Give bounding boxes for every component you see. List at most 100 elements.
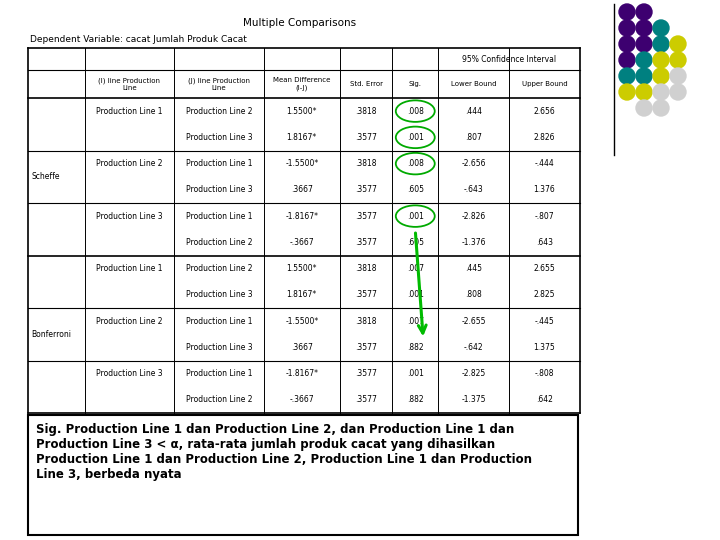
Text: Production Line 1: Production Line 1 [186,369,252,378]
Text: .3577: .3577 [355,369,377,378]
Text: -2.825: -2.825 [462,369,486,378]
Text: .643: .643 [536,238,553,247]
Text: (I) line Production
Line: (I) line Production Line [99,77,161,91]
Circle shape [636,52,652,68]
Circle shape [636,36,652,52]
Text: .001: .001 [407,369,423,378]
Circle shape [653,100,669,116]
Text: .3818: .3818 [356,159,377,168]
Text: Production Line 2: Production Line 2 [186,264,252,273]
Text: Sig.: Sig. [409,81,422,87]
Circle shape [653,68,669,84]
Circle shape [653,36,669,52]
Circle shape [636,4,652,20]
Text: -.444: -.444 [535,159,554,168]
Circle shape [670,68,686,84]
Text: 2.826: 2.826 [534,133,555,142]
Text: .001: .001 [407,212,423,221]
Text: -2.655: -2.655 [462,316,486,326]
Text: Std. Error: Std. Error [350,81,383,87]
Circle shape [653,20,669,36]
Text: .3577: .3577 [355,343,377,352]
Text: Scheffe: Scheffe [31,172,60,181]
Text: -.643: -.643 [464,185,484,194]
Text: .001: .001 [407,133,423,142]
Text: .008: .008 [407,159,423,168]
Text: Multiple Comparisons: Multiple Comparisons [243,18,356,28]
Text: Production Line 2: Production Line 2 [186,106,252,116]
Circle shape [670,36,686,52]
Text: -2.656: -2.656 [462,159,486,168]
Text: .3818: .3818 [356,106,377,116]
Text: Production Line 1: Production Line 1 [186,159,252,168]
Text: .882: .882 [407,343,423,352]
Text: .444: .444 [465,106,482,116]
Text: .3577: .3577 [355,395,377,404]
Text: 2.655: 2.655 [534,264,555,273]
Text: -1.8167*: -1.8167* [285,212,318,221]
Text: -1.5500*: -1.5500* [285,159,318,168]
Circle shape [653,84,669,100]
Text: .605: .605 [407,238,424,247]
Circle shape [636,68,652,84]
Text: Production Line 1: Production Line 1 [186,212,252,221]
Text: Production Line 3: Production Line 3 [96,212,163,221]
Circle shape [636,100,652,116]
Circle shape [653,52,669,68]
Text: Production Line 3: Production Line 3 [186,185,252,194]
Text: Upper Bound: Upper Bound [522,81,567,87]
Text: .3667: .3667 [291,343,312,352]
Text: .3577: .3577 [355,133,377,142]
Text: Mean Difference
(I-J): Mean Difference (I-J) [273,77,330,91]
Text: Production Line 1: Production Line 1 [96,264,163,273]
Circle shape [619,20,635,36]
Text: -1.5500*: -1.5500* [285,316,318,326]
Text: 95% Confidence Interval: 95% Confidence Interval [462,55,556,64]
Text: -1.8167*: -1.8167* [285,369,318,378]
Text: 2.656: 2.656 [534,106,555,116]
Text: .007: .007 [407,316,424,326]
Text: Production Line 2: Production Line 2 [96,316,163,326]
Text: 1.375: 1.375 [534,343,555,352]
Text: 1.8167*: 1.8167* [287,133,317,142]
Text: Bonferroni: Bonferroni [31,330,71,339]
Text: .882: .882 [407,395,423,404]
Bar [28,415,578,535]
Text: Production Line 3: Production Line 3 [186,133,252,142]
Text: Sig. Production Line 1 dan Production Line 2, dan Production Line 1 dan
Producti: Sig. Production Line 1 dan Production Li… [36,423,532,481]
Text: .605: .605 [407,185,424,194]
Text: -.808: -.808 [535,369,554,378]
Circle shape [619,36,635,52]
Text: Production Line 3: Production Line 3 [96,369,163,378]
Circle shape [619,4,635,20]
Text: .3577: .3577 [355,238,377,247]
Text: -.3667: -.3667 [289,238,314,247]
Text: .3577: .3577 [355,291,377,299]
Text: .3818: .3818 [356,316,377,326]
Text: 1.8167*: 1.8167* [287,291,317,299]
Text: .808: .808 [465,291,482,299]
Text: 1.5500*: 1.5500* [287,106,317,116]
Text: .3577: .3577 [355,212,377,221]
Text: .008: .008 [407,106,423,116]
Circle shape [636,84,652,100]
Text: Production Line 3: Production Line 3 [186,291,252,299]
Text: -.445: -.445 [535,316,554,326]
Circle shape [619,68,635,84]
Text: 1.5500*: 1.5500* [287,264,317,273]
Text: .807: .807 [465,133,482,142]
Text: -2.826: -2.826 [462,212,486,221]
Circle shape [619,52,635,68]
Text: 2.825: 2.825 [534,291,555,299]
Text: .3577: .3577 [355,185,377,194]
Circle shape [636,20,652,36]
Text: 1.376: 1.376 [534,185,555,194]
Text: Production Line 2: Production Line 2 [186,238,252,247]
Text: .001: .001 [407,291,423,299]
Text: -.642: -.642 [464,343,483,352]
Text: -1.375: -1.375 [462,395,486,404]
Circle shape [670,52,686,68]
Text: Lower Bound: Lower Bound [451,81,496,87]
Circle shape [619,84,635,100]
Text: .445: .445 [465,264,482,273]
